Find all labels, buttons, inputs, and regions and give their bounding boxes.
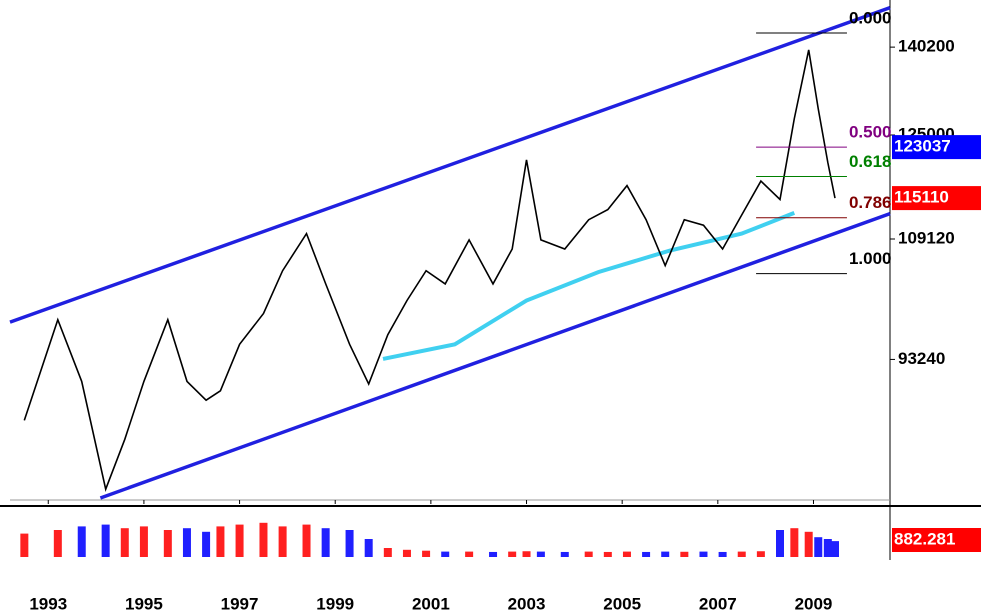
y-tick-label: 93240 — [898, 349, 945, 368]
trend-line — [99, 211, 891, 500]
volume-bar — [661, 551, 670, 557]
volume-bar — [163, 530, 172, 557]
volume-bar — [216, 526, 225, 557]
volume-bar — [737, 551, 746, 557]
volume-bar — [345, 530, 354, 557]
volume-bar — [202, 531, 211, 557]
last-price-label-box — [892, 186, 981, 211]
y-tick-label: 109120 — [898, 228, 955, 247]
volume-bar — [603, 551, 612, 557]
fib-price-label-box — [892, 135, 981, 160]
volume-bar — [508, 551, 517, 557]
volume-bar — [364, 539, 373, 557]
last-volume-label-box — [892, 528, 981, 552]
x-tick-label: 2007 — [699, 594, 737, 613]
volume-bar — [77, 526, 86, 557]
volume-bar — [321, 528, 330, 557]
volume-bar — [120, 528, 129, 557]
volume-bar — [402, 549, 411, 557]
fib-label: 0.618 — [849, 152, 892, 171]
volume-bar — [302, 524, 311, 557]
volume-bar — [139, 526, 148, 557]
x-tick-label: 1997 — [221, 594, 259, 613]
x-tick-label: 1999 — [316, 594, 354, 613]
volume-bar — [182, 528, 191, 557]
trend-line — [9, 6, 891, 324]
price-line — [23, 49, 836, 492]
fib-label: 1.000 — [849, 249, 892, 268]
fib-label: 0.786 — [849, 193, 892, 212]
volume-bar — [642, 551, 651, 557]
volume-bar — [383, 548, 392, 557]
volume-bar — [522, 551, 531, 557]
x-tick-label: 2009 — [795, 594, 833, 613]
x-tick-label: 1993 — [29, 594, 67, 613]
x-tick-label: 2001 — [412, 594, 450, 613]
volume-bar — [465, 551, 474, 557]
volume-bar — [536, 551, 545, 557]
fib-price-label: 123037 — [894, 137, 951, 156]
fib-label: 0.000 — [849, 9, 892, 28]
fib-label: 0.500 — [849, 123, 892, 142]
x-tick-label: 2005 — [603, 594, 641, 613]
x-tick-label: 2003 — [508, 594, 546, 613]
x-tick-label: 1995 — [125, 594, 163, 613]
volume-bar — [804, 531, 813, 557]
volume-bar — [790, 528, 799, 557]
volume-bar — [259, 522, 268, 557]
volume-bar — [814, 537, 823, 557]
volume-bar — [718, 551, 727, 557]
volume-bar — [823, 539, 832, 557]
volume-bar — [622, 551, 631, 557]
volume-bar — [560, 551, 569, 557]
volume-bar — [278, 526, 287, 557]
volume-bar — [680, 551, 689, 557]
volume-bar — [235, 524, 244, 557]
volume-bar — [756, 551, 765, 557]
volume-bar — [53, 530, 62, 557]
volume-bar — [584, 551, 593, 557]
volume-bar — [699, 551, 708, 557]
volume-bar — [422, 550, 431, 557]
last-volume-label: 882.281 — [894, 529, 955, 548]
volume-bar — [776, 530, 784, 557]
volume-bar — [489, 551, 498, 557]
moving-average — [382, 211, 796, 361]
volume-bar — [441, 551, 450, 557]
volume-bar — [831, 541, 839, 557]
y-tick-label: 140200 — [898, 37, 955, 56]
volume-bar — [20, 533, 29, 557]
last-price-label: 115110 — [894, 188, 949, 207]
volume-bar — [101, 524, 110, 557]
